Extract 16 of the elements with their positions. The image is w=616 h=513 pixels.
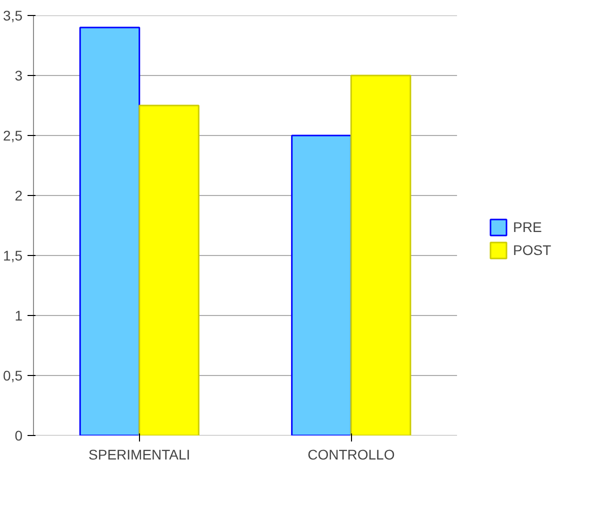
y-tick-label: 1 — [14, 308, 23, 324]
bar — [291, 134, 352, 436]
legend-label: POST — [513, 242, 552, 258]
y-tick-label: 2 — [14, 188, 23, 204]
y-tick-label: 0 — [14, 428, 23, 444]
y-tick-label: 3,5 — [3, 8, 23, 24]
y-tick-label: 3 — [14, 68, 23, 84]
x-tick-label: CONTROLLO — [308, 446, 395, 462]
bar — [138, 104, 200, 436]
legend-label: PRE — [513, 219, 542, 235]
bar — [350, 74, 412, 436]
bar — [79, 26, 140, 436]
y-tick-label: 0,5 — [3, 368, 23, 384]
y-tick-label: 1,5 — [3, 248, 23, 264]
x-tick-label: SPERIMENTALI — [88, 446, 190, 462]
y-tick-label: 2,5 — [3, 128, 23, 144]
